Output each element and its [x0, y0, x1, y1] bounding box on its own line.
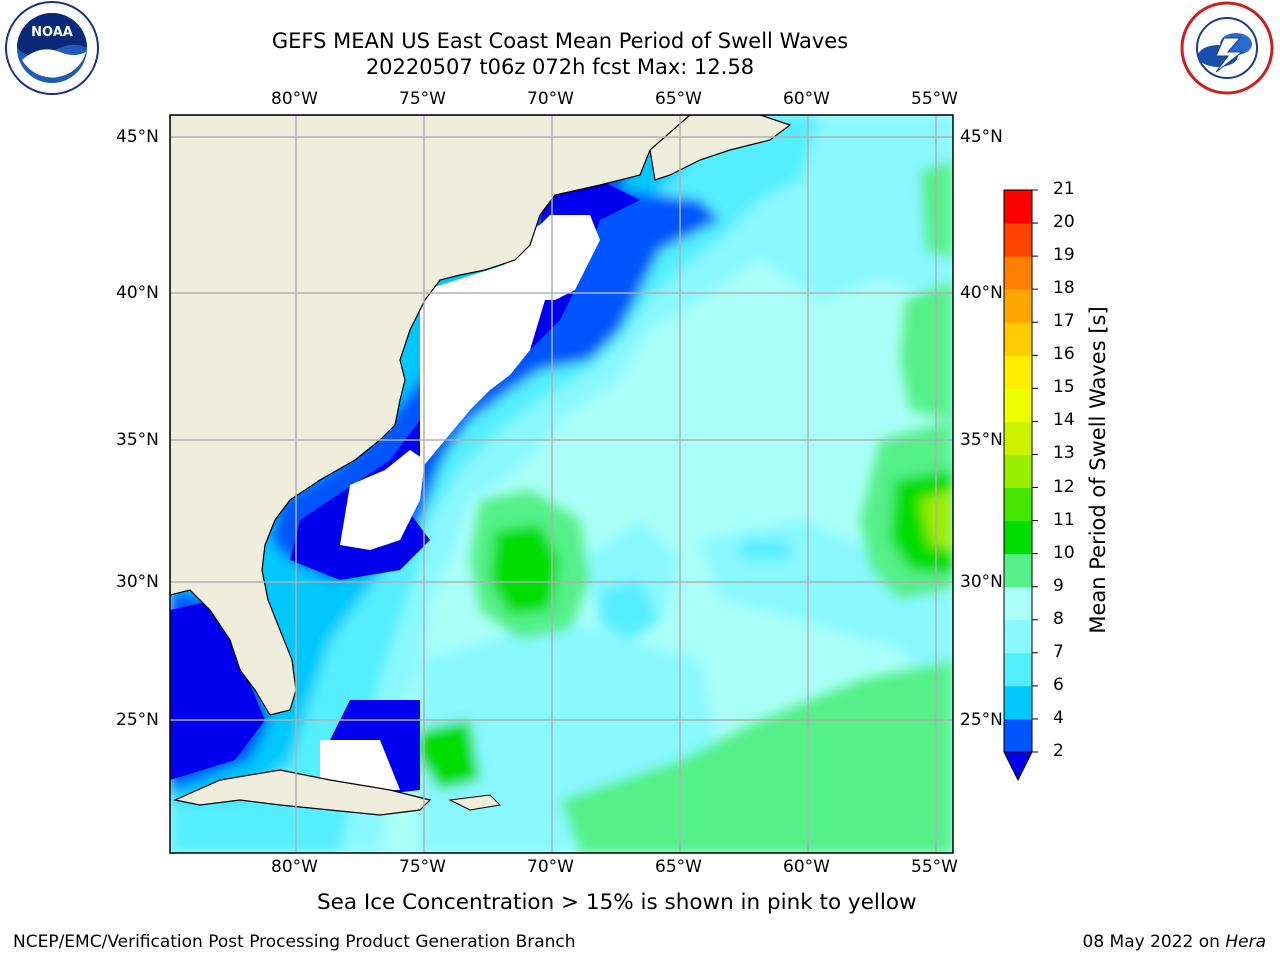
- colorbar-title: Mean Period of Swell Waves [s]: [1086, 306, 1110, 634]
- colorbar-tick-label: 6: [1053, 674, 1064, 695]
- lat-label-right: 30°N: [960, 572, 1003, 592]
- footer-host: Hera: [1225, 932, 1266, 952]
- colorbar-segment: [1004, 388, 1032, 422]
- colorbar-segment: [1004, 355, 1032, 389]
- footer-date-text: 08 May 2022 on: [1082, 932, 1226, 952]
- lat-label-right: 35°N: [960, 430, 1003, 450]
- lat-label-right: 40°N: [960, 283, 1003, 303]
- colorbar-segment: [1004, 553, 1032, 588]
- sea-ice-caption: Sea Ice Concentration > 15% is shown in …: [317, 890, 917, 915]
- colorbar-segment: [1004, 190, 1032, 224]
- colorbar-tick-label: 7: [1053, 641, 1064, 662]
- colorbar-segment: [1004, 685, 1032, 720]
- colorbar-tick-label: 11: [1053, 509, 1075, 530]
- lon-label-top: 55°W: [911, 89, 958, 109]
- lat-label-left: 35°N: [116, 430, 159, 450]
- noaa-logo: NOAA: [5, 1, 99, 95]
- chart-subtitle: 20220507 t06z 072h fcst Max: 12.58: [365, 55, 755, 79]
- lon-label-top: 60°W: [783, 89, 830, 109]
- colorbar-segment: [1004, 652, 1032, 687]
- colorbar-segment: [1004, 718, 1032, 753]
- colorbar-segment: [1004, 586, 1032, 621]
- colorbar-segment: [1004, 421, 1032, 455]
- lon-label-bottom: 60°W: [783, 857, 830, 877]
- colorbar-segment: [1004, 520, 1032, 555]
- lon-label-bottom: 75°W: [399, 857, 446, 877]
- footer-date: 08 May 2022 on Hera: [1083, 932, 1267, 952]
- colorbar-tick-label: 8: [1053, 608, 1064, 629]
- lon-label-top: 65°W: [655, 89, 702, 109]
- lon-label-bottom: 70°W: [527, 857, 574, 877]
- map-area: [170, 115, 953, 853]
- footer-credit: NCEP/EMC/Verification Post Processing Pr…: [13, 932, 576, 952]
- graticule: [170, 115, 953, 853]
- lon-label-bottom: 65°W: [655, 857, 702, 877]
- lat-label-left: 30°N: [116, 572, 159, 592]
- colorbar-segment: [1004, 454, 1032, 489]
- colorbar-tick-label: 10: [1053, 542, 1075, 563]
- colorbar-segment: [1004, 487, 1032, 522]
- colorbar-tick-label: 12: [1053, 476, 1075, 497]
- lat-label-left: 25°N: [116, 710, 159, 730]
- lon-label-top: 80°W: [271, 89, 318, 109]
- colorbar-tick-label: 16: [1053, 344, 1075, 365]
- land: [170, 115, 792, 816]
- colorbar-extend-arrow: [1003, 751, 1033, 782]
- lat-label-right: 25°N: [960, 710, 1003, 730]
- colorbar-tick-label: 15: [1053, 377, 1075, 398]
- colorbar-segment: [1004, 289, 1032, 323]
- colorbar-tick-label: 2: [1053, 741, 1064, 761]
- chart-title: GEFS MEAN US East Coast Mean Period of S…: [271, 29, 849, 53]
- colorbar-tick-label: 19: [1053, 245, 1075, 266]
- colorbar-segment: [1004, 223, 1032, 257]
- colorbar-tick-label: 9: [1053, 575, 1064, 596]
- colorbar-segment: [1004, 619, 1032, 654]
- colorbar-tick-label: 13: [1053, 443, 1075, 464]
- lon-label-top: 70°W: [527, 89, 574, 109]
- colorbar-tick-label: 14: [1053, 410, 1075, 431]
- colorbar-frame: [1003, 189, 1033, 753]
- lon-label-bottom: 80°W: [271, 857, 318, 877]
- colorbar-tick-label: 21: [1053, 179, 1075, 199]
- lon-label-bottom: 55°W: [911, 857, 958, 877]
- lat-label-left: 45°N: [116, 127, 159, 147]
- lat-label-right: 45°N: [960, 127, 1003, 147]
- map-frame: [169, 114, 954, 854]
- lon-label-top: 75°W: [399, 89, 446, 109]
- nws-logo: [1180, 1, 1274, 95]
- colorbar-segment: [1004, 256, 1032, 290]
- colorbar-tick-label: 17: [1053, 311, 1075, 332]
- colorbar-tick-label: 20: [1053, 212, 1075, 233]
- colorbar-segment: [1004, 322, 1032, 356]
- noaa-logo-text: NOAA: [31, 25, 73, 40]
- colorbar: [1003, 189, 1038, 782]
- colorbar-tick-label: 4: [1053, 707, 1064, 728]
- colorbar-tick-label: 18: [1053, 278, 1075, 299]
- lat-label-left: 40°N: [116, 283, 159, 303]
